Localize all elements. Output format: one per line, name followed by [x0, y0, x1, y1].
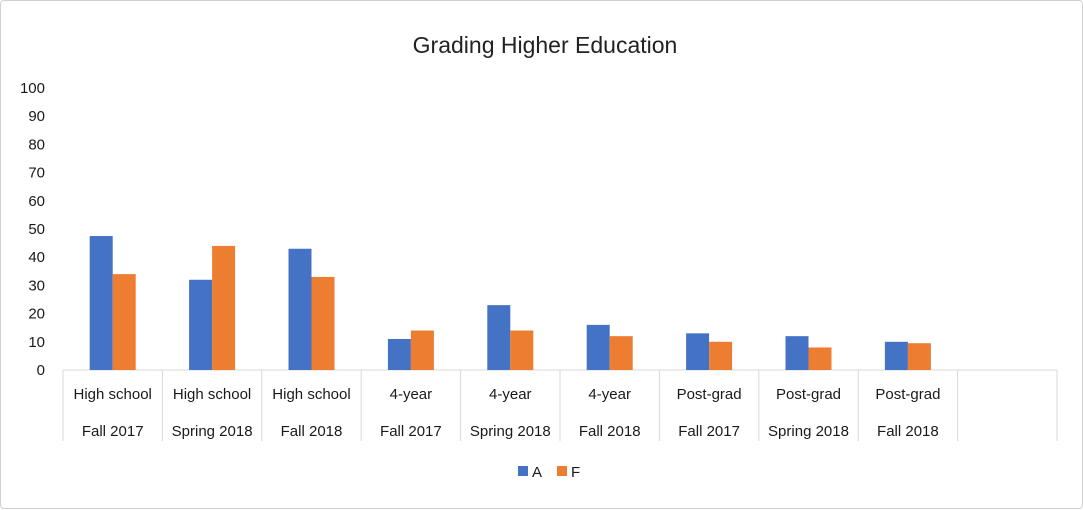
legend-label-a: A	[532, 464, 542, 481]
y-tick-label: 70	[28, 165, 45, 182]
y-tick-label: 60	[28, 193, 45, 210]
y-tick-label: 20	[28, 306, 45, 323]
x-tick-label-group: Post-grad	[677, 386, 742, 403]
bar-a	[89, 236, 113, 370]
bar-f	[410, 330, 434, 370]
legend-swatch-a	[518, 466, 528, 476]
bar-a	[487, 305, 511, 370]
bar-f	[808, 347, 832, 370]
x-tick-label-period: Fall 2018	[579, 423, 641, 440]
bar-f	[609, 336, 633, 370]
y-axis: 0 10 20 30 40 50 60 70 80 90 100	[20, 80, 45, 379]
x-tick-label-group: 4-year	[390, 386, 433, 403]
x-tick-label-group: High school	[272, 386, 350, 403]
x-tick-label-period: Fall 2018	[877, 423, 939, 440]
y-tick-label: 10	[28, 334, 45, 351]
bars	[89, 236, 931, 370]
y-tick-label: 50	[28, 221, 45, 238]
y-tick-label: 90	[28, 108, 45, 125]
x-tick-label-period: Fall 2017	[82, 423, 144, 440]
bar-f	[510, 330, 534, 370]
x-tick-label-period: Spring 2018	[470, 423, 551, 440]
bar-a	[387, 338, 411, 370]
x-tick-label-group: 4-year	[489, 386, 532, 403]
x-tick-label-group: 4-year	[588, 386, 631, 403]
x-tick-label-group: High school	[74, 386, 152, 403]
bar-a	[189, 279, 213, 370]
legend-swatch-f	[557, 466, 567, 476]
y-tick-label: 80	[28, 136, 45, 153]
y-tick-label: 100	[20, 80, 45, 97]
bar-a	[586, 324, 610, 370]
legend-label-f: F	[571, 464, 580, 481]
y-tick-label: 30	[28, 277, 45, 294]
chart-title: Grading Higher Education	[413, 32, 678, 58]
bar-f	[212, 245, 236, 370]
bar-a	[785, 336, 809, 370]
x-tick-label-period: Spring 2018	[172, 423, 253, 440]
x-tick-label-period: Fall 2017	[380, 423, 442, 440]
x-axis: High school Fall 2017 High school Spring 20…	[62, 369, 1058, 441]
bar-f	[907, 343, 931, 370]
x-tick-label-period: Fall 2018	[281, 423, 343, 440]
x-tick-label-group: Post-grad	[776, 386, 841, 403]
x-tick-label-group: High school	[173, 386, 251, 403]
y-tick-label: 0	[37, 362, 45, 379]
bar-f	[709, 341, 733, 370]
x-tick-label-period: Spring 2018	[768, 423, 849, 440]
bar-a	[686, 333, 710, 370]
bar-f	[311, 276, 335, 370]
bar-f	[112, 274, 136, 370]
bar-a	[288, 248, 312, 370]
x-tick-label-group: Post-grad	[875, 386, 940, 403]
y-tick-label: 40	[28, 249, 45, 266]
x-tick-label-period: Fall 2017	[678, 423, 740, 440]
bar-a	[884, 341, 908, 370]
